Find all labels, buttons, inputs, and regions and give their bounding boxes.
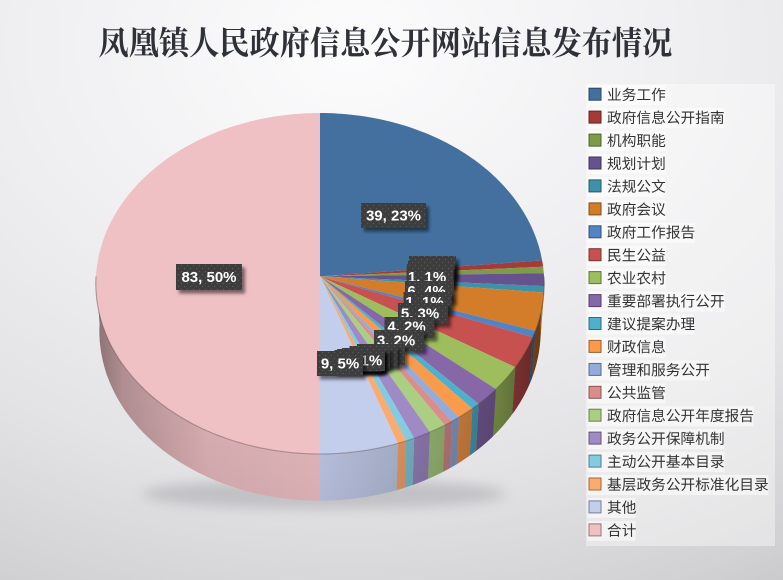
svg-text:9, 5%: 9, 5% bbox=[321, 356, 359, 373]
svg-text:83, 50%: 83, 50% bbox=[181, 269, 236, 286]
svg-text:39, 23%: 39, 23% bbox=[366, 208, 421, 225]
